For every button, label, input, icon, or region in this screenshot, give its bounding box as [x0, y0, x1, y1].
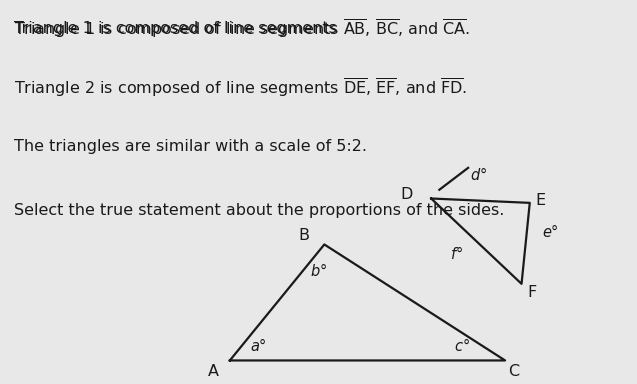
Text: Triangle 1 is composed of line segments: Triangle 1 is composed of line segments	[14, 21, 342, 36]
Text: A: A	[208, 364, 219, 379]
Text: $a°$: $a°$	[250, 337, 267, 354]
Text: $f°$: $f°$	[450, 245, 462, 262]
Text: C: C	[508, 364, 519, 379]
Text: Triangle 2 is composed of line segments $\overline{\mathrm{DE}}$, $\overline{\ma: Triangle 2 is composed of line segments …	[14, 76, 467, 99]
Text: $b°$: $b°$	[310, 262, 327, 279]
Text: Triangle 1 is composed of line segments $\overline{\mathrm{AB}}$, $\overline{\ma: Triangle 1 is composed of line segments …	[14, 17, 470, 40]
Text: E: E	[535, 193, 545, 208]
Text: F: F	[527, 285, 536, 300]
Text: D: D	[400, 187, 413, 202]
Text: The triangles are similar with a scale of 5:2.: The triangles are similar with a scale o…	[14, 139, 367, 154]
Text: $e°$: $e°$	[542, 223, 559, 240]
Text: $c°$: $c°$	[454, 337, 469, 354]
Text: $d°$: $d°$	[470, 166, 487, 183]
Text: Select the true statement about the proportions of the sides.: Select the true statement about the prop…	[14, 203, 505, 218]
Text: B: B	[298, 228, 310, 243]
